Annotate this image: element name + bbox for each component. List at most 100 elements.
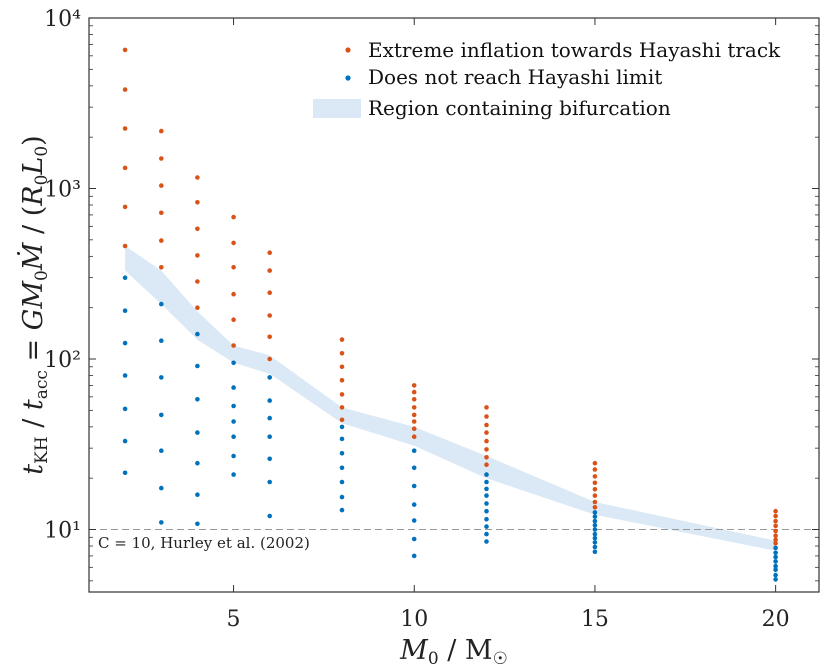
legend-label-region: Region containing bifurcation xyxy=(368,96,671,120)
point-no-hayashi xyxy=(122,340,128,346)
point-no-hayashi xyxy=(267,415,273,421)
point-no-hayashi xyxy=(592,514,598,519)
point-no-hayashi xyxy=(339,424,345,430)
point-no-hayashi xyxy=(231,453,236,459)
point-no-hayashi xyxy=(195,397,200,402)
series-extreme-inflation xyxy=(122,47,778,546)
point-extreme-inflation xyxy=(159,156,164,161)
point-no-hayashi xyxy=(411,536,417,542)
point-no-hayashi xyxy=(122,373,128,378)
point-extreme-inflation xyxy=(592,474,598,479)
point-extreme-inflation xyxy=(339,378,345,383)
point-extreme-inflation xyxy=(267,356,273,362)
point-extreme-inflation xyxy=(484,422,489,428)
point-no-hayashi xyxy=(159,375,164,380)
point-no-hayashi xyxy=(411,465,417,471)
point-extreme-inflation xyxy=(484,438,489,444)
point-no-hayashi xyxy=(159,448,164,454)
y-axis-label: tKH / tacc = GM0Ṁ / (R0L0) xyxy=(16,135,52,474)
point-extreme-inflation xyxy=(159,265,164,270)
x-tick-label: 20 xyxy=(762,607,790,632)
point-extreme-inflation xyxy=(267,334,273,340)
point-extreme-inflation xyxy=(773,537,778,543)
point-extreme-inflation xyxy=(411,383,417,388)
point-no-hayashi xyxy=(773,567,778,573)
x-tick-label: 10 xyxy=(400,607,428,632)
point-no-hayashi xyxy=(122,406,128,412)
point-no-hayashi xyxy=(195,331,200,337)
point-extreme-inflation xyxy=(159,238,164,243)
point-extreme-inflation xyxy=(195,226,200,232)
point-no-hayashi xyxy=(231,434,236,440)
point-extreme-inflation xyxy=(159,128,164,134)
series-no-hayashi xyxy=(122,275,778,582)
point-no-hayashi xyxy=(592,544,598,550)
point-no-hayashi xyxy=(122,470,128,476)
point-extreme-inflation xyxy=(267,250,273,255)
point-no-hayashi xyxy=(592,518,598,524)
point-extreme-inflation xyxy=(122,243,128,249)
point-extreme-inflation xyxy=(195,305,200,311)
point-no-hayashi xyxy=(592,535,598,541)
point-extreme-inflation xyxy=(195,279,200,284)
point-no-hayashi xyxy=(484,531,489,537)
point-no-hayashi xyxy=(159,301,164,307)
point-extreme-inflation xyxy=(339,351,345,356)
point-extreme-inflation xyxy=(773,508,778,514)
point-no-hayashi xyxy=(195,460,200,466)
legend-label-no-hayashi: Does not reach Hayashi limit xyxy=(368,65,662,89)
point-no-hayashi xyxy=(484,539,489,544)
point-extreme-inflation xyxy=(339,405,345,410)
point-extreme-inflation xyxy=(231,317,236,323)
y-tick-label: 10² xyxy=(44,348,81,373)
point-extreme-inflation xyxy=(411,412,417,418)
point-extreme-inflation xyxy=(773,533,778,538)
point-extreme-inflation xyxy=(484,430,489,435)
point-extreme-inflation xyxy=(267,268,273,273)
point-no-hayashi xyxy=(773,554,778,560)
point-no-hayashi xyxy=(231,403,236,409)
plot-frame xyxy=(88,17,820,593)
point-no-hayashi xyxy=(484,516,489,522)
point-no-hayashi xyxy=(773,545,778,551)
point-extreme-inflation xyxy=(411,426,417,432)
point-no-hayashi xyxy=(231,472,236,477)
plot-background xyxy=(89,18,819,592)
point-extreme-inflation xyxy=(195,200,200,205)
point-extreme-inflation xyxy=(773,541,778,546)
point-no-hayashi xyxy=(592,527,598,532)
y-tick-label: 10³ xyxy=(44,178,81,203)
point-extreme-inflation xyxy=(195,175,200,180)
point-extreme-inflation xyxy=(159,210,164,216)
point-extreme-inflation xyxy=(411,397,417,402)
point-extreme-inflation xyxy=(773,523,778,529)
y-axis-ticks: 10¹ 10² 10³ 10⁴ xyxy=(44,7,819,582)
point-no-hayashi xyxy=(484,472,489,477)
point-no-hayashi xyxy=(773,550,778,556)
point-extreme-inflation xyxy=(592,460,598,466)
point-no-hayashi xyxy=(159,485,164,491)
point-no-hayashi xyxy=(195,521,200,527)
point-no-hayashi xyxy=(339,494,345,500)
point-no-hayashi xyxy=(267,375,273,380)
point-no-hayashi xyxy=(122,308,128,314)
plot-area: C = 10, Hurley et al. (2002) 5 10 15 20 10¹… xyxy=(44,7,820,632)
x-axis-label: M0 / M☉ xyxy=(399,635,508,669)
legend-label-inflation: Extreme inflation towards Hayashi track xyxy=(368,38,781,62)
x-tick-label: 15 xyxy=(581,607,609,632)
point-no-hayashi xyxy=(122,275,128,281)
point-no-hayashi xyxy=(484,479,489,485)
point-extreme-inflation xyxy=(592,480,598,486)
point-extreme-inflation xyxy=(484,447,489,452)
y-tick-label: 10⁴ xyxy=(44,7,81,32)
x-axis-ticks: 5 10 15 20 xyxy=(227,18,790,632)
point-no-hayashi xyxy=(773,572,778,578)
point-no-hayashi xyxy=(195,363,200,369)
point-extreme-inflation xyxy=(122,204,128,210)
point-extreme-inflation xyxy=(592,505,598,510)
point-no-hayashi xyxy=(592,549,598,555)
point-no-hayashi xyxy=(195,492,200,498)
point-no-hayashi xyxy=(267,434,273,440)
point-extreme-inflation xyxy=(592,493,598,498)
point-no-hayashi xyxy=(267,456,273,462)
